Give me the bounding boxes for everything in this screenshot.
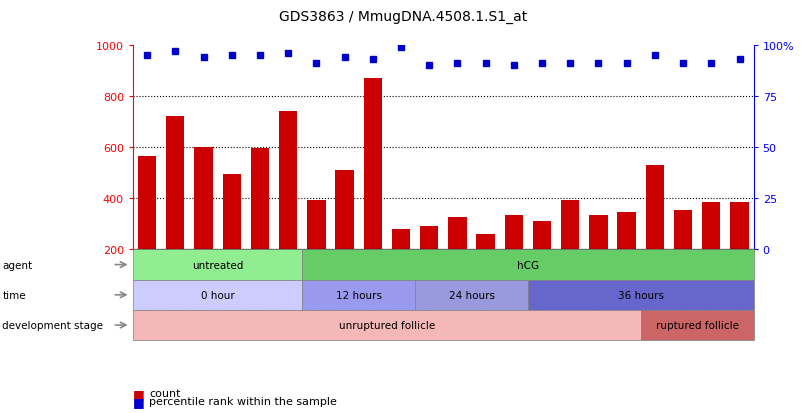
Bar bbox=[166, 117, 185, 250]
Bar bbox=[279, 112, 297, 250]
Bar bbox=[646, 166, 664, 250]
Bar bbox=[702, 203, 721, 250]
Text: untreated: untreated bbox=[192, 260, 243, 270]
Text: ■: ■ bbox=[133, 395, 145, 408]
Text: agent: agent bbox=[2, 260, 32, 270]
Bar bbox=[335, 171, 354, 250]
Bar bbox=[476, 235, 495, 250]
Bar bbox=[307, 200, 326, 250]
Bar bbox=[730, 203, 749, 250]
Text: ■: ■ bbox=[133, 387, 145, 400]
Bar bbox=[561, 200, 580, 250]
Text: hCG: hCG bbox=[517, 260, 539, 270]
Text: development stage: development stage bbox=[2, 320, 103, 330]
Bar bbox=[448, 218, 467, 250]
Bar bbox=[194, 147, 213, 250]
Bar bbox=[420, 227, 438, 250]
Bar bbox=[674, 210, 692, 250]
Text: 24 hours: 24 hours bbox=[448, 290, 495, 300]
Bar bbox=[222, 174, 241, 250]
Bar bbox=[392, 230, 410, 250]
Text: 36 hours: 36 hours bbox=[617, 290, 664, 300]
Bar bbox=[589, 215, 608, 250]
Bar bbox=[505, 215, 523, 250]
Bar bbox=[251, 149, 269, 250]
Text: ruptured follicle: ruptured follicle bbox=[656, 320, 738, 330]
Text: 0 hour: 0 hour bbox=[201, 290, 235, 300]
Text: 12 hours: 12 hours bbox=[335, 290, 382, 300]
Text: unruptured follicle: unruptured follicle bbox=[339, 320, 435, 330]
Bar bbox=[617, 213, 636, 250]
Bar bbox=[138, 157, 156, 250]
Text: count: count bbox=[149, 388, 181, 398]
Text: GDS3863 / MmugDNA.4508.1.S1_at: GDS3863 / MmugDNA.4508.1.S1_at bbox=[279, 10, 527, 24]
Bar bbox=[533, 222, 551, 250]
Bar bbox=[364, 78, 382, 250]
Text: percentile rank within the sample: percentile rank within the sample bbox=[149, 396, 337, 406]
Text: time: time bbox=[2, 290, 26, 300]
